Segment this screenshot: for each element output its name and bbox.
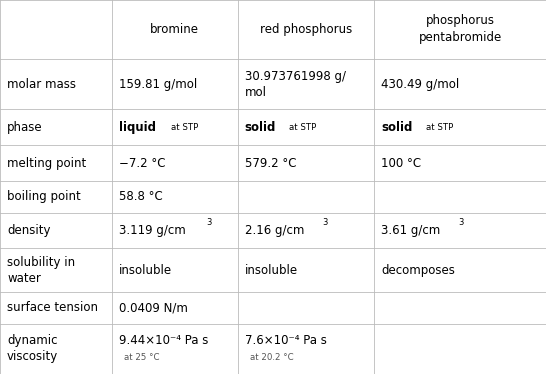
Text: insoluble: insoluble	[119, 264, 172, 277]
Text: 58.8 °C: 58.8 °C	[119, 190, 163, 203]
Text: 3.61 g/cm: 3.61 g/cm	[381, 224, 441, 237]
Text: phase: phase	[7, 121, 43, 134]
Text: 7.6×10⁻⁴ Pa s: 7.6×10⁻⁴ Pa s	[245, 334, 327, 347]
Text: 3: 3	[206, 218, 212, 227]
Text: boiling point: boiling point	[7, 190, 81, 203]
Text: density: density	[7, 224, 51, 237]
Text: red phosphorus: red phosphorus	[260, 23, 352, 36]
Text: 9.44×10⁻⁴ Pa s: 9.44×10⁻⁴ Pa s	[119, 334, 209, 347]
Text: solid: solid	[381, 121, 412, 134]
Text: 2.16 g/cm: 2.16 g/cm	[245, 224, 304, 237]
Text: 3.119 g/cm: 3.119 g/cm	[119, 224, 186, 237]
Text: melting point: melting point	[7, 157, 86, 170]
Text: decomposes: decomposes	[381, 264, 455, 277]
Text: liquid: liquid	[119, 121, 156, 134]
Text: 0.0409 N/m: 0.0409 N/m	[119, 301, 188, 315]
Text: 579.2 °C: 579.2 °C	[245, 157, 296, 170]
Text: at 25 °C: at 25 °C	[124, 353, 160, 362]
Text: 430.49 g/mol: 430.49 g/mol	[381, 77, 459, 91]
Text: at 20.2 °C: at 20.2 °C	[250, 353, 294, 362]
Text: phosphorus
pentabromide: phosphorus pentabromide	[418, 15, 502, 45]
Text: dynamic
viscosity: dynamic viscosity	[7, 334, 58, 364]
Text: surface tension: surface tension	[7, 301, 98, 315]
Text: molar mass: molar mass	[7, 77, 76, 91]
Text: at STP: at STP	[426, 123, 453, 132]
Text: 3: 3	[322, 218, 328, 227]
Text: solid: solid	[245, 121, 276, 134]
Text: 3: 3	[459, 218, 464, 227]
Text: at STP: at STP	[289, 123, 317, 132]
Text: bromine: bromine	[150, 23, 199, 36]
Text: insoluble: insoluble	[245, 264, 298, 277]
Text: 159.81 g/mol: 159.81 g/mol	[119, 77, 197, 91]
Text: −7.2 °C: −7.2 °C	[119, 157, 165, 170]
Text: 100 °C: 100 °C	[381, 157, 421, 170]
Text: at STP: at STP	[171, 123, 198, 132]
Text: solubility in
water: solubility in water	[7, 256, 75, 285]
Text: 30.973761998 g/
mol: 30.973761998 g/ mol	[245, 70, 346, 98]
